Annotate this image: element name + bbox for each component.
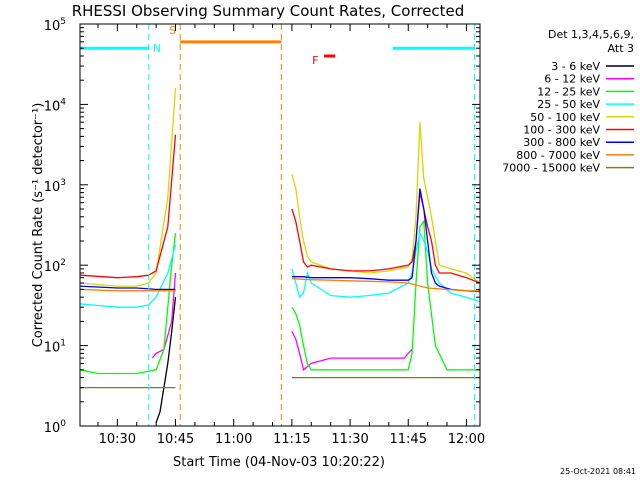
flag-label: N (153, 42, 161, 55)
x-axis-label: Start Time (04-Nov-03 10:20:22) (173, 455, 385, 470)
series-800-7000keV (80, 278, 480, 292)
legend-label: 100 - 300 keV (523, 124, 600, 137)
y-tick-label: 103 (44, 178, 66, 195)
x-tick-label: 12:00 (448, 432, 485, 447)
flag-N: N (80, 24, 476, 426)
legend-label: 3 - 6 keV (551, 60, 600, 73)
flag-F: F (312, 54, 336, 67)
flag-label: F (312, 54, 318, 67)
legend-label: 50 - 100 keV (530, 111, 600, 124)
y-tick-label: 104 (44, 97, 67, 114)
x-tick-label: 11:30 (331, 432, 368, 447)
legend-label: 6 - 12 keV (544, 73, 600, 86)
y-tick-label: 100 (44, 419, 67, 436)
y-axis-label: Corrected Count Rate (s⁻¹ detector⁻¹) (31, 103, 46, 348)
legend-title-line-1: Det 1,3,4,5,6,9, (548, 28, 634, 41)
series-line (80, 278, 480, 292)
series-line (155, 297, 177, 423)
plot-frame (79, 23, 481, 427)
legend-label: 800 - 7000 keV (516, 149, 600, 162)
plot-area: NSF 10:30 10:45 11:00 11:15 11:30 11:45 12:00 … (44, 17, 485, 447)
y-tick-label: 105 (44, 17, 66, 34)
legend-title-line-2: Att 3 (608, 42, 634, 55)
series-3-6keV (155, 297, 177, 423)
legend-label: 7000 - 15000 keV (502, 162, 600, 175)
timestamp: 25-Oct-2021 08:41 (560, 467, 636, 476)
series-12-25keV (80, 219, 480, 375)
legend-label: 12 - 25 keV (537, 85, 600, 98)
y-tick-label: 101 (44, 339, 66, 356)
flag-S: S (169, 24, 282, 426)
x-tick-label: 10:45 (157, 432, 194, 447)
chart-title: RHESSI Observing Summary Count Rates, Co… (72, 2, 465, 20)
series-line (80, 188, 480, 293)
y-tick-label: 102 (44, 258, 66, 275)
series-line (80, 376, 480, 389)
series-300-800keV (80, 188, 480, 293)
x-tick-label: 11:45 (390, 432, 427, 447)
series-line (80, 219, 480, 375)
series-7000-15000keV (80, 376, 480, 389)
legend-label: 25 - 50 keV (537, 98, 600, 111)
legend-label: 300 - 800 keV (523, 136, 600, 149)
x-tick-label: 11:00 (215, 432, 252, 447)
x-tick-label: 11:15 (273, 432, 310, 447)
x-tick-label: 10:30 (99, 432, 136, 447)
flag-label: S (169, 24, 176, 37)
